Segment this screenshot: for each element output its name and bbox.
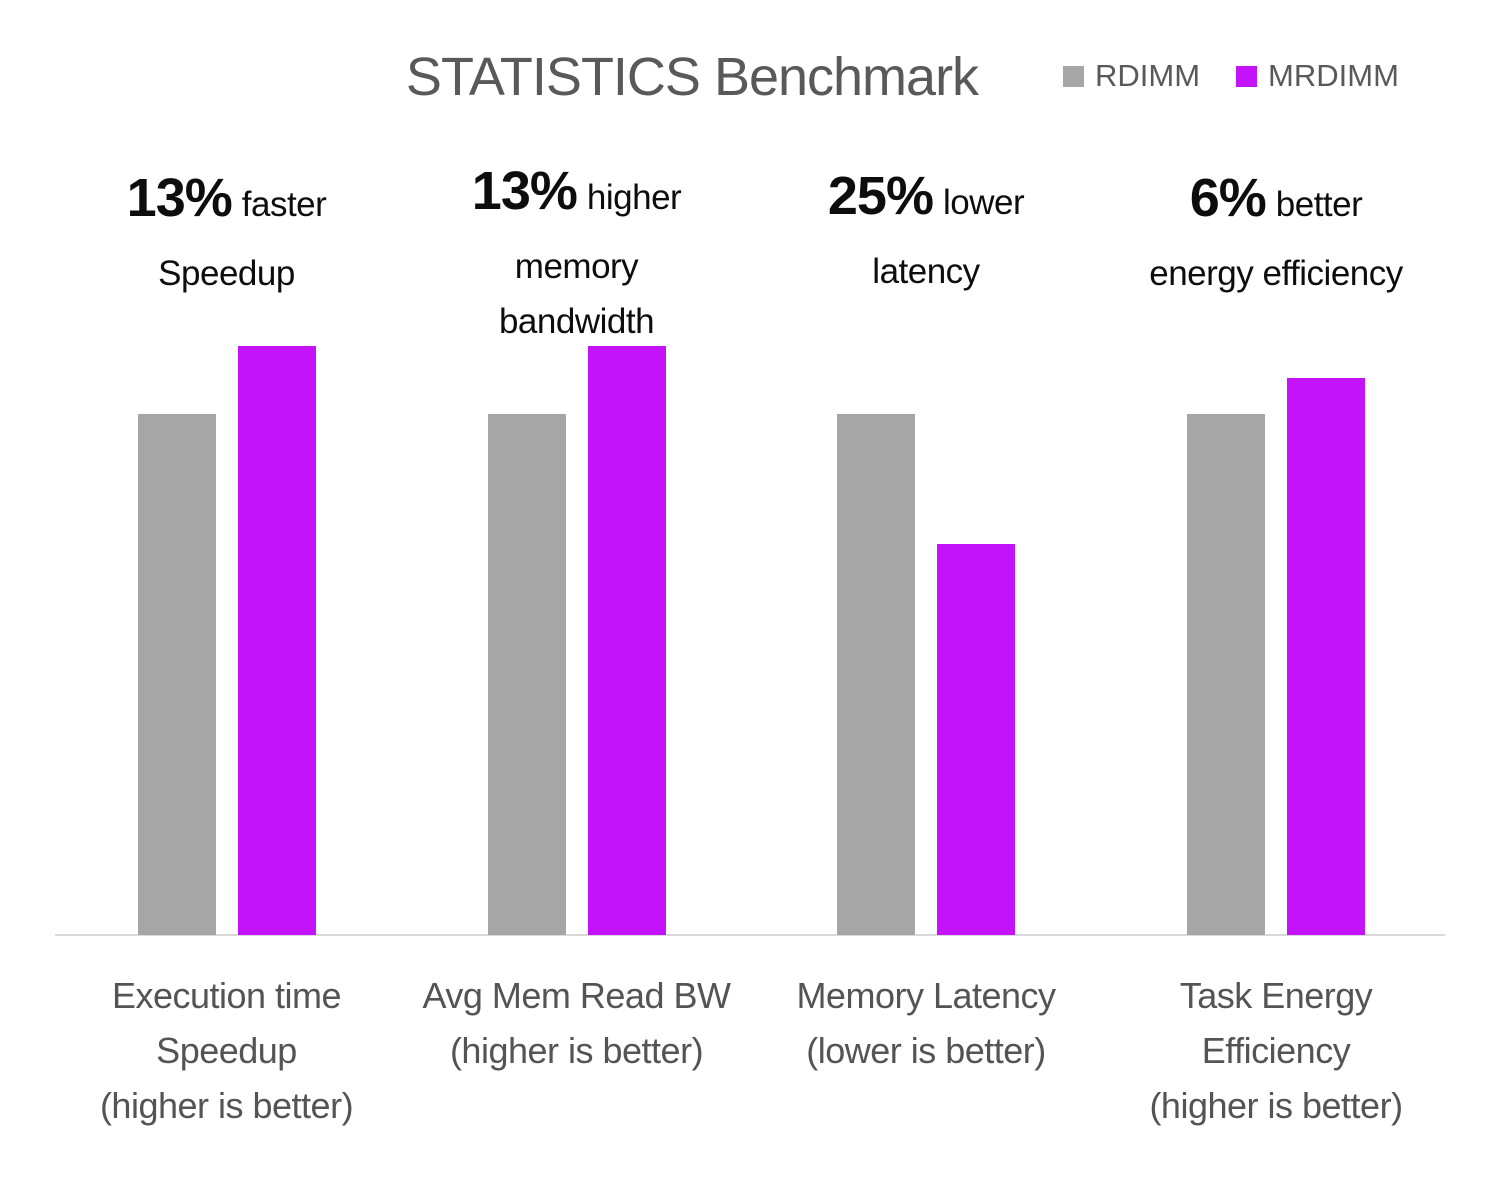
annotation-stat: 6%	[1189, 168, 1267, 228]
rdimm-swatch-icon	[1063, 65, 1084, 87]
bar-mrdimm-mem-bw	[587, 346, 666, 935]
annotation-line: energy efficiency	[1149, 254, 1403, 293]
annotation-qualifier: higher	[586, 178, 682, 217]
annotation-mem-bw: 13% higher memory bandwidth	[471, 157, 682, 349]
annotation-stat: 13%	[126, 168, 233, 228]
category-label-line: Efficiency	[1201, 1030, 1351, 1071]
annotation-qualifier: faster	[241, 185, 327, 224]
category-label-line: (lower is better)	[806, 1030, 1046, 1071]
bar-rdimm-energy-eff	[1187, 414, 1265, 935]
bar-rdimm-mem-latency	[837, 414, 915, 935]
annotation-line: Speedup	[158, 254, 295, 293]
category-label-line: Avg Mem Read BW	[422, 975, 731, 1016]
category-label-line: Speedup	[156, 1030, 297, 1071]
category-label-line: Execution time	[111, 975, 342, 1016]
annotation-exec-speedup: 13% faster Speedup	[127, 164, 327, 301]
mrdimm-swatch-icon	[1236, 65, 1258, 87]
chart-title: STATISTICS Benchmark	[405, 47, 979, 107]
category-label-line: (higher is better)	[449, 1030, 704, 1071]
bar-mrdimm-mem-latency	[937, 544, 1015, 935]
legend-item-mrdimm: MRDIMM	[1236, 58, 1399, 94]
bar-mrdimm-energy-eff	[1287, 378, 1365, 935]
category-label-line: Task Energy	[1179, 975, 1373, 1016]
legend-label-rdimm: RDIMM	[1095, 58, 1201, 93]
annotation-stat: 25%	[827, 166, 934, 226]
category-label-line: Memory Latency	[796, 975, 1056, 1016]
legend-label-mrdimm: MRDIMM	[1268, 58, 1399, 93]
category-label-energy-eff: Task Energy Efficiency (higher is better)	[1149, 968, 1403, 1133]
category-label-line: (higher is better)	[99, 1085, 354, 1126]
category-label-exec-speedup: Execution time Speedup (higher is better)	[99, 968, 354, 1133]
annotation-qualifier: better	[1275, 185, 1363, 224]
annotation-line: latency	[872, 252, 980, 291]
category-label-line: (higher is better)	[1149, 1085, 1403, 1126]
annotation-stat: 13%	[471, 161, 578, 221]
annotation-line: bandwidth	[498, 302, 655, 341]
legend-item-rdimm: RDIMM	[1063, 58, 1200, 94]
annotation-line: memory	[514, 247, 639, 286]
x-axis-line	[55, 934, 1445, 936]
legend: RDIMM MRDIMM	[1063, 58, 1399, 94]
category-label-mem-latency: Memory Latency (lower is better)	[796, 968, 1056, 1078]
annotation-qualifier: lower	[942, 183, 1025, 222]
bar-mrdimm-exec-speedup	[237, 346, 316, 935]
bar-rdimm-mem-bw	[487, 414, 566, 935]
bar-rdimm-exec-speedup	[137, 414, 216, 935]
annotation-mem-latency: 25% lower latency	[827, 162, 1025, 299]
category-label-mem-bw: Avg Mem Read BW (higher is better)	[423, 968, 731, 1078]
annotation-energy-eff: 6% better energy efficiency	[1149, 164, 1403, 301]
